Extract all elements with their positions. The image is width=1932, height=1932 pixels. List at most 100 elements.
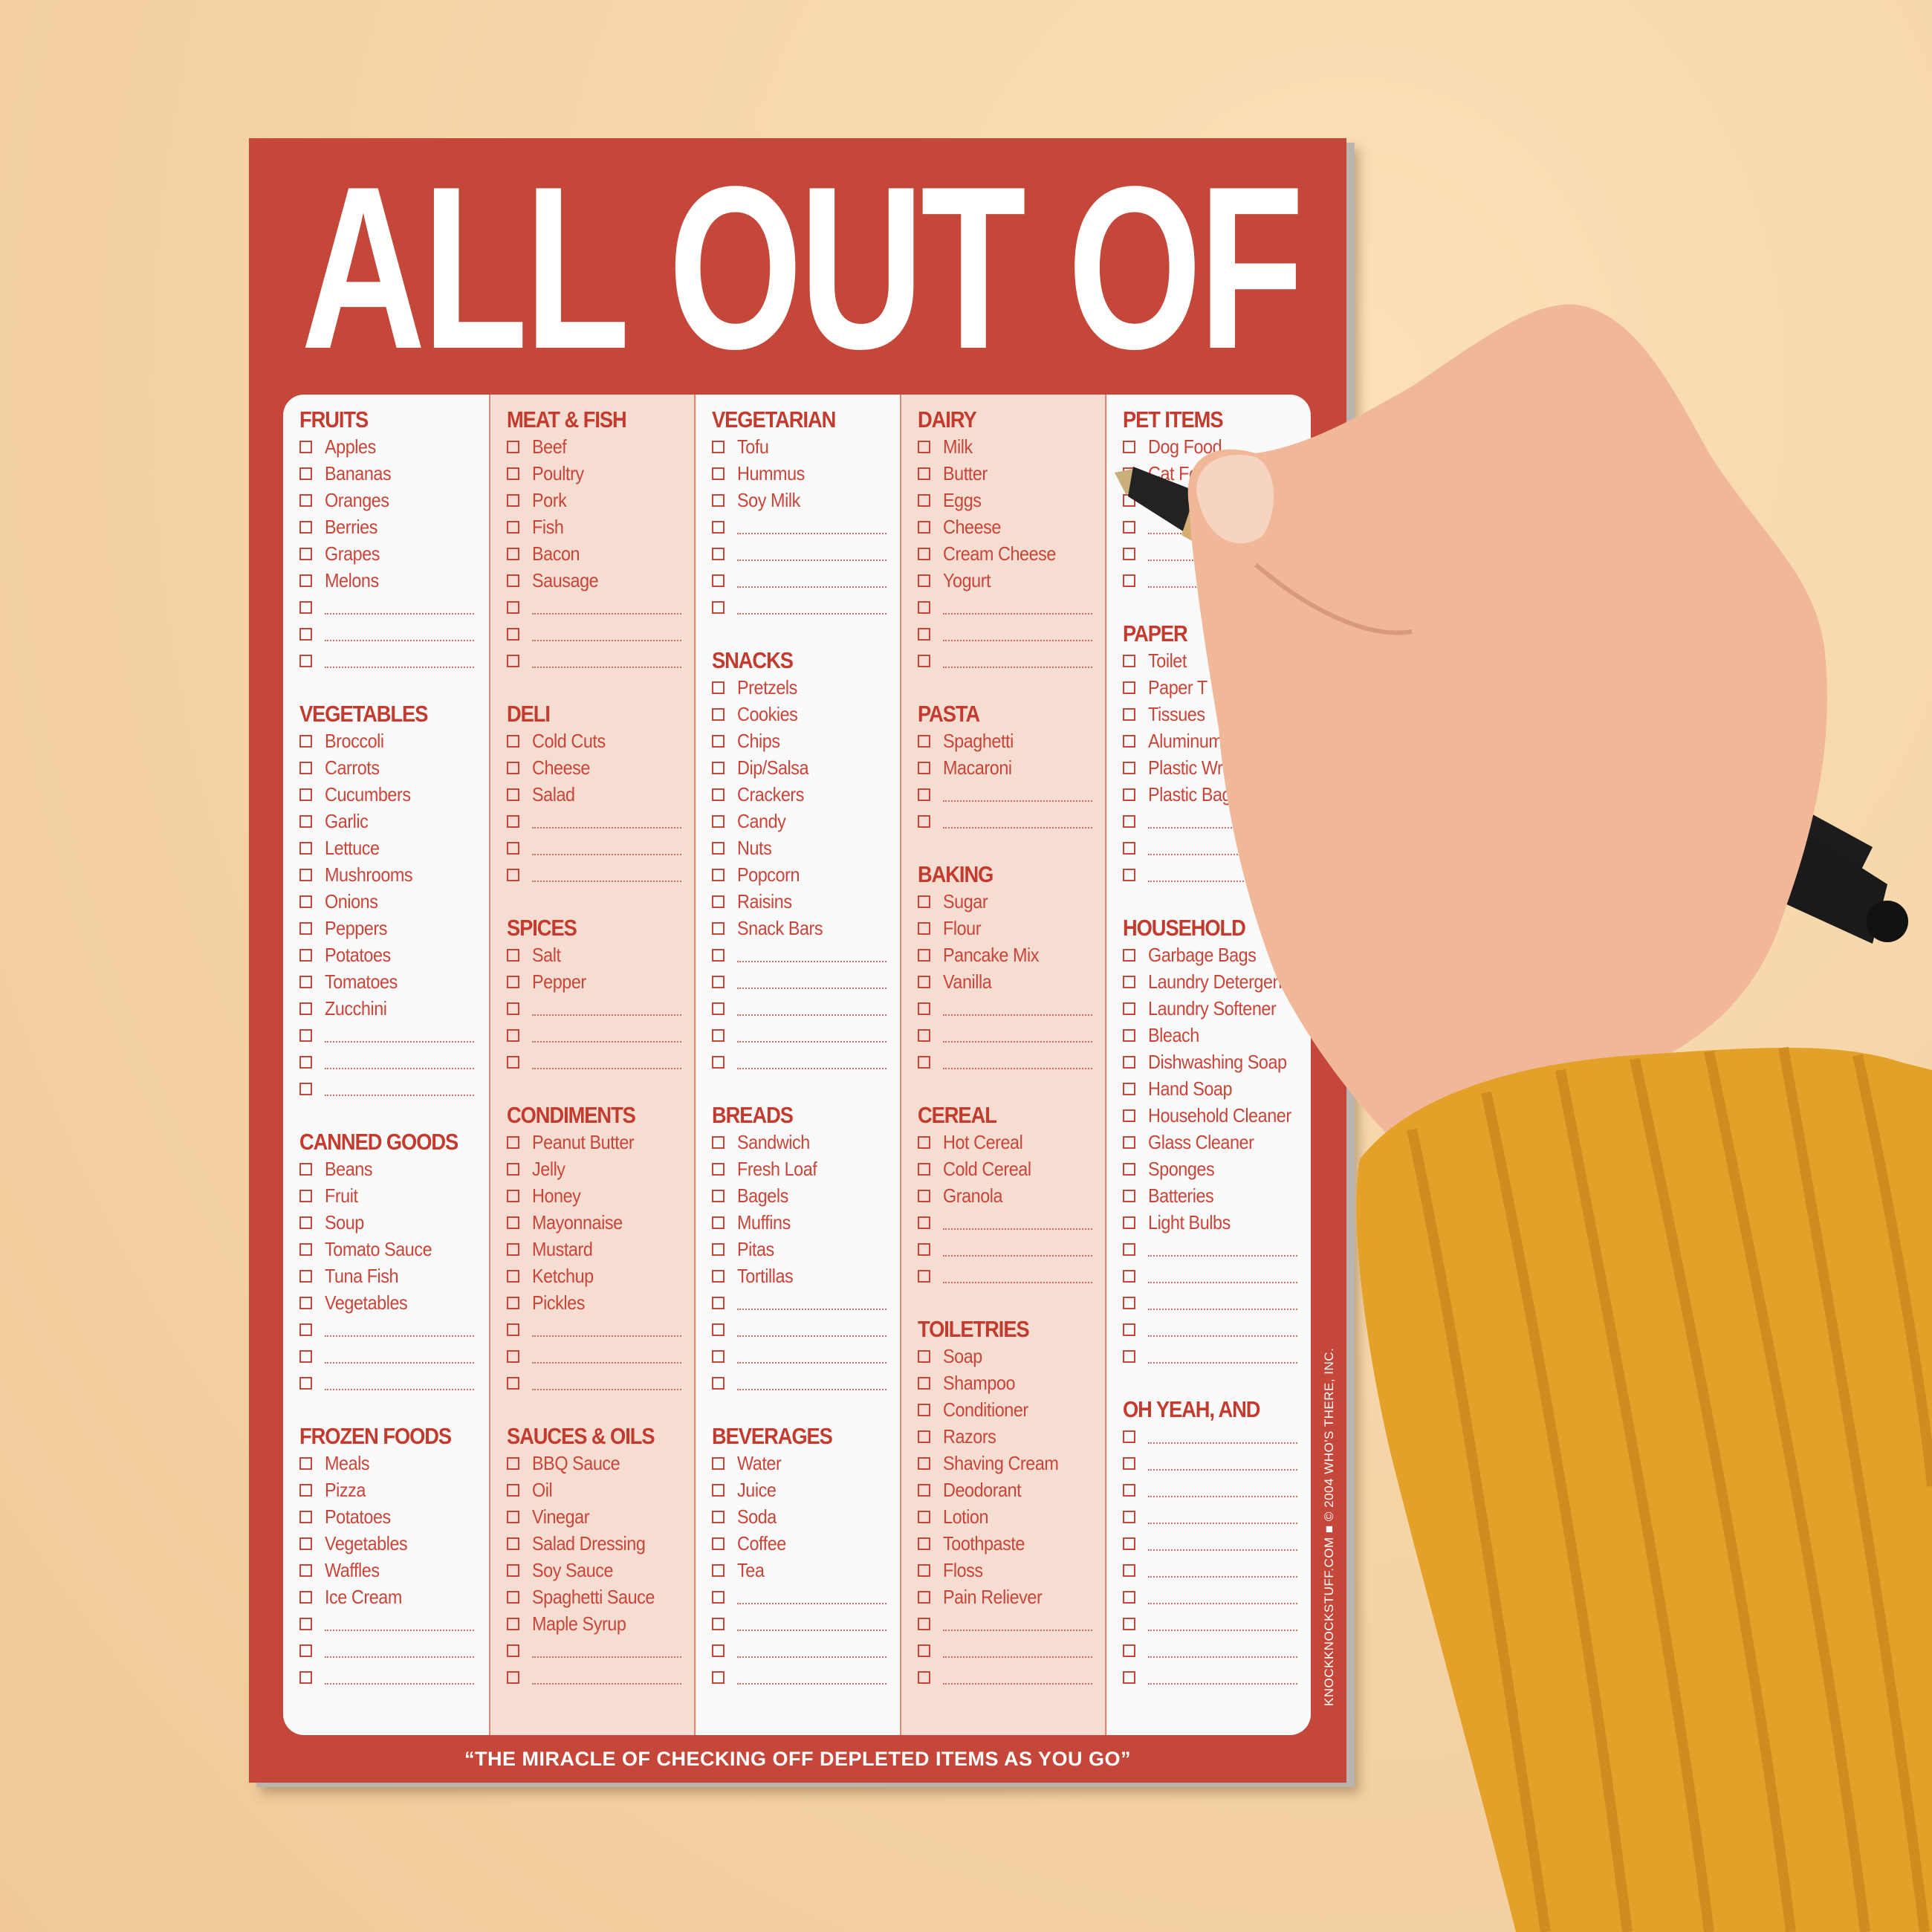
checkbox[interactable] — [299, 600, 312, 614]
checkbox[interactable] — [917, 1430, 930, 1443]
checkbox[interactable] — [1123, 1617, 1136, 1630]
checkbox[interactable] — [917, 1028, 930, 1042]
checkbox[interactable] — [299, 1002, 312, 1015]
checkbox[interactable] — [299, 1670, 312, 1684]
checkbox[interactable] — [712, 734, 725, 748]
checkbox[interactable] — [712, 574, 725, 587]
checkbox[interactable] — [1123, 654, 1136, 667]
checkbox[interactable] — [1123, 1162, 1136, 1176]
checkbox[interactable] — [506, 1590, 519, 1604]
checkbox[interactable] — [712, 921, 725, 935]
checkbox[interactable] — [1123, 1296, 1136, 1309]
checkbox[interactable] — [506, 868, 519, 881]
checkbox[interactable] — [712, 520, 725, 534]
checkbox[interactable] — [917, 654, 930, 667]
checkbox[interactable] — [917, 1055, 930, 1069]
checkbox[interactable] — [299, 1376, 312, 1390]
checkbox[interactable] — [712, 948, 725, 962]
checkbox[interactable] — [1123, 440, 1136, 453]
write-in-line[interactable] — [325, 1081, 474, 1096]
checkbox[interactable] — [917, 1216, 930, 1229]
checkbox[interactable] — [712, 788, 725, 801]
write-in-line[interactable] — [1148, 1242, 1298, 1257]
checkbox[interactable] — [299, 921, 312, 935]
checkbox[interactable] — [917, 1242, 930, 1256]
checkbox[interactable] — [712, 1162, 725, 1176]
checkbox[interactable] — [712, 841, 725, 855]
write-in-line[interactable] — [531, 653, 681, 668]
write-in-line[interactable] — [942, 814, 1092, 829]
checkbox[interactable] — [1123, 1216, 1136, 1229]
checkbox[interactable] — [712, 707, 725, 721]
checkbox[interactable] — [712, 868, 725, 881]
write-in-line[interactable] — [531, 1001, 681, 1016]
checkbox[interactable] — [1123, 948, 1136, 962]
checkbox[interactable] — [506, 1028, 519, 1042]
write-in-line[interactable] — [325, 1643, 474, 1658]
checkbox[interactable] — [1123, 520, 1136, 534]
checkbox[interactable] — [506, 1376, 519, 1390]
checkbox[interactable] — [506, 600, 519, 614]
checkbox[interactable] — [712, 493, 725, 507]
write-in-line[interactable] — [531, 1322, 681, 1337]
write-in-line[interactable] — [942, 653, 1092, 668]
checkbox[interactable] — [1123, 1349, 1136, 1363]
checkbox[interactable] — [917, 1670, 930, 1684]
checkbox[interactable] — [1123, 681, 1136, 694]
checkbox[interactable] — [712, 1135, 725, 1149]
checkbox[interactable] — [299, 1216, 312, 1229]
checkbox[interactable] — [299, 547, 312, 560]
write-in-line[interactable] — [1148, 867, 1298, 882]
checkbox[interactable] — [506, 814, 519, 828]
checkbox[interactable] — [299, 1563, 312, 1577]
checkbox[interactable] — [299, 1162, 312, 1176]
checkbox[interactable] — [299, 948, 312, 962]
checkbox[interactable] — [506, 841, 519, 855]
checkbox[interactable] — [1123, 547, 1136, 560]
write-in-line[interactable] — [1148, 1509, 1298, 1524]
checkbox[interactable] — [299, 1537, 312, 1550]
checkbox[interactable] — [506, 734, 519, 748]
checkbox[interactable] — [917, 761, 930, 774]
checkbox[interactable] — [712, 1028, 725, 1042]
checkbox[interactable] — [299, 627, 312, 641]
checkbox[interactable] — [712, 681, 725, 694]
checkbox[interactable] — [917, 1590, 930, 1604]
checkbox[interactable] — [917, 734, 930, 748]
write-in-line[interactable] — [737, 1589, 887, 1604]
write-in-line[interactable] — [737, 546, 887, 561]
checkbox[interactable] — [1123, 1510, 1136, 1523]
write-in-line[interactable] — [531, 1028, 681, 1043]
checkbox[interactable] — [712, 1002, 725, 1015]
checkbox[interactable] — [299, 493, 312, 507]
checkbox[interactable] — [299, 1296, 312, 1309]
write-in-line[interactable] — [942, 787, 1092, 802]
write-in-line[interactable] — [1148, 1456, 1298, 1471]
write-in-line[interactable] — [325, 1670, 474, 1685]
checkbox[interactable] — [917, 547, 930, 560]
checkbox[interactable] — [917, 1617, 930, 1630]
checkbox[interactable] — [299, 868, 312, 881]
checkbox[interactable] — [506, 493, 519, 507]
write-in-line[interactable] — [942, 1215, 1092, 1230]
write-in-line[interactable] — [942, 1242, 1092, 1257]
write-in-line[interactable] — [1148, 1670, 1298, 1685]
write-in-line[interactable] — [1148, 1482, 1298, 1497]
checkbox[interactable] — [712, 1617, 725, 1630]
checkbox[interactable] — [712, 814, 725, 828]
write-in-line[interactable] — [1148, 1349, 1298, 1364]
write-in-line[interactable] — [737, 573, 887, 588]
write-in-line[interactable] — [737, 1643, 887, 1658]
checkbox[interactable] — [917, 1002, 930, 1015]
write-in-line[interactable] — [325, 1616, 474, 1631]
write-in-line[interactable] — [325, 626, 474, 641]
write-in-line[interactable] — [531, 1054, 681, 1069]
write-in-line[interactable] — [1148, 1643, 1298, 1658]
write-in-line[interactable] — [737, 1028, 887, 1043]
checkbox[interactable] — [1123, 1537, 1136, 1550]
checkbox[interactable] — [712, 1349, 725, 1363]
checkbox[interactable] — [712, 1376, 725, 1390]
checkbox[interactable] — [299, 1510, 312, 1523]
checkbox[interactable] — [299, 467, 312, 480]
checkbox[interactable] — [917, 600, 930, 614]
